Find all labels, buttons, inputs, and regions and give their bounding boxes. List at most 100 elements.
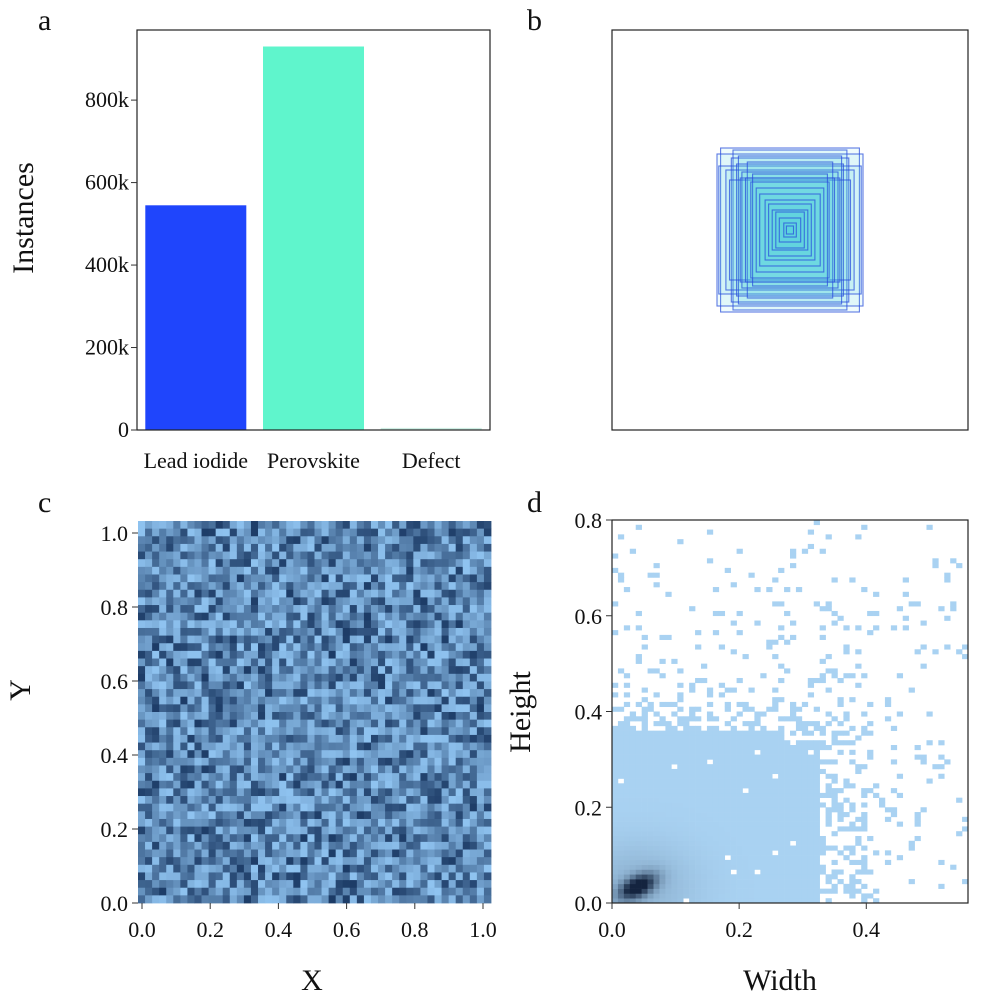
heatmap-cell [760,855,767,861]
heatmap-cell [724,735,731,741]
heatmap-cell [659,759,666,765]
heatmap-cell [314,551,322,560]
heatmap-cell [265,589,273,598]
heatmap-cell [623,850,631,856]
heatmap-cell [683,807,690,813]
heatmap-cell [736,754,743,760]
heatmap-cell [730,745,737,751]
heatmap-cell [145,620,153,629]
heatmap-cell [790,773,797,779]
heatmap-cell [201,734,209,743]
heatmap-cell [712,835,720,842]
heatmap-cell [683,879,690,885]
heatmap-cell [208,750,217,759]
heatmap-cell [399,574,407,583]
heatmap-cell [152,643,160,652]
heatmap-cell [272,704,280,713]
heatmap-cell [406,551,414,560]
heatmap-cell [623,898,631,904]
heatmap-cell [455,650,464,659]
heatmap-cell [795,898,803,904]
heatmap-cell [813,831,820,837]
heatmap-cell [647,778,654,784]
heatmap-cell [272,818,280,827]
heatmap-cell [476,895,485,904]
heatmap-cell [335,704,344,713]
heatmap-cell [138,734,146,743]
heatmap-cell [307,872,315,881]
heatmap-cell [307,887,315,896]
x-tick-label: Defect [402,448,461,473]
heatmap-cell [742,835,749,842]
heatmap-cell [754,740,761,746]
heatmap-cell [617,730,625,736]
heatmap-cell [399,788,407,797]
heatmap-cell [399,696,407,705]
heatmap-cell [837,730,844,736]
heatmap-cell [222,734,231,743]
heatmap-cell [349,773,358,782]
heatmap-cell [321,895,330,904]
heatmap-cell [659,831,666,837]
heatmap-cell [328,880,337,889]
heatmap-cell [462,574,471,583]
heatmap-cell [772,812,779,818]
heatmap-cell [813,835,820,842]
heatmap-cell [455,780,464,789]
heatmap-cell [399,543,407,552]
heatmap-cell [370,566,379,575]
heatmap-cell [659,888,666,894]
heatmap-cell [701,802,708,808]
heatmap-cell [321,750,330,759]
heatmap-cell [653,721,660,727]
heatmap-cell [159,880,167,889]
heatmap-cell [314,849,322,858]
heatmap-cell [641,721,648,727]
heatmap-cell [356,780,365,789]
heatmap-cell [784,859,791,865]
heatmap-cell [448,818,457,827]
heatmap-cell [772,792,779,798]
heatmap-cell [772,577,779,583]
heatmap-cell [629,821,637,827]
heatmap-cell [236,750,245,759]
heatmap-cell [194,597,202,606]
heatmap-cell [831,740,838,746]
heatmap-cell [736,783,743,789]
heatmap-cell [427,666,435,675]
heatmap-cell [683,816,690,822]
heatmap-cell [378,712,386,721]
heatmap-cell [801,759,809,765]
heatmap-cell [784,869,791,875]
heatmap-cell [328,788,337,797]
heatmap-cell [342,597,351,606]
heatmap-cell [748,788,755,794]
heatmap-cell [279,712,287,721]
heatmap-cell [159,734,167,743]
heatmap-cell [335,872,344,881]
heatmap-cell [748,735,755,741]
heatmap-cell [236,521,245,530]
heatmap-cell [272,689,280,698]
heatmap-cell [784,802,791,808]
heatmap-cell [356,650,365,659]
heatmap-cell [813,759,820,765]
heatmap-cell [201,719,209,728]
heatmap-cell [819,673,826,679]
heatmap-cell [677,807,684,813]
heatmap-cell [647,831,654,837]
heatmap-cell [795,840,803,846]
heatmap-cell [469,528,478,537]
heatmap-cell [718,869,726,875]
heatmap-cell [612,692,619,698]
heatmap-cell [813,883,820,889]
heatmap-cell [314,704,322,713]
heatmap-cell [392,826,400,835]
heatmap-cell [265,727,273,736]
heatmap-cell [784,893,791,899]
heatmap-cell [706,716,714,722]
heatmap-cell [455,696,464,705]
heatmap-cell [689,864,696,870]
heatmap-cell [265,650,273,659]
heatmap-cell [665,634,672,640]
